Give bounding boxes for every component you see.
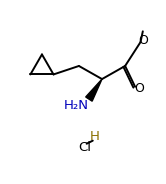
Polygon shape bbox=[86, 79, 102, 101]
Text: H₂N: H₂N bbox=[64, 99, 89, 112]
Text: O: O bbox=[138, 34, 148, 47]
Text: O: O bbox=[134, 82, 144, 95]
Text: Cl: Cl bbox=[78, 141, 91, 154]
Text: H: H bbox=[89, 130, 99, 143]
